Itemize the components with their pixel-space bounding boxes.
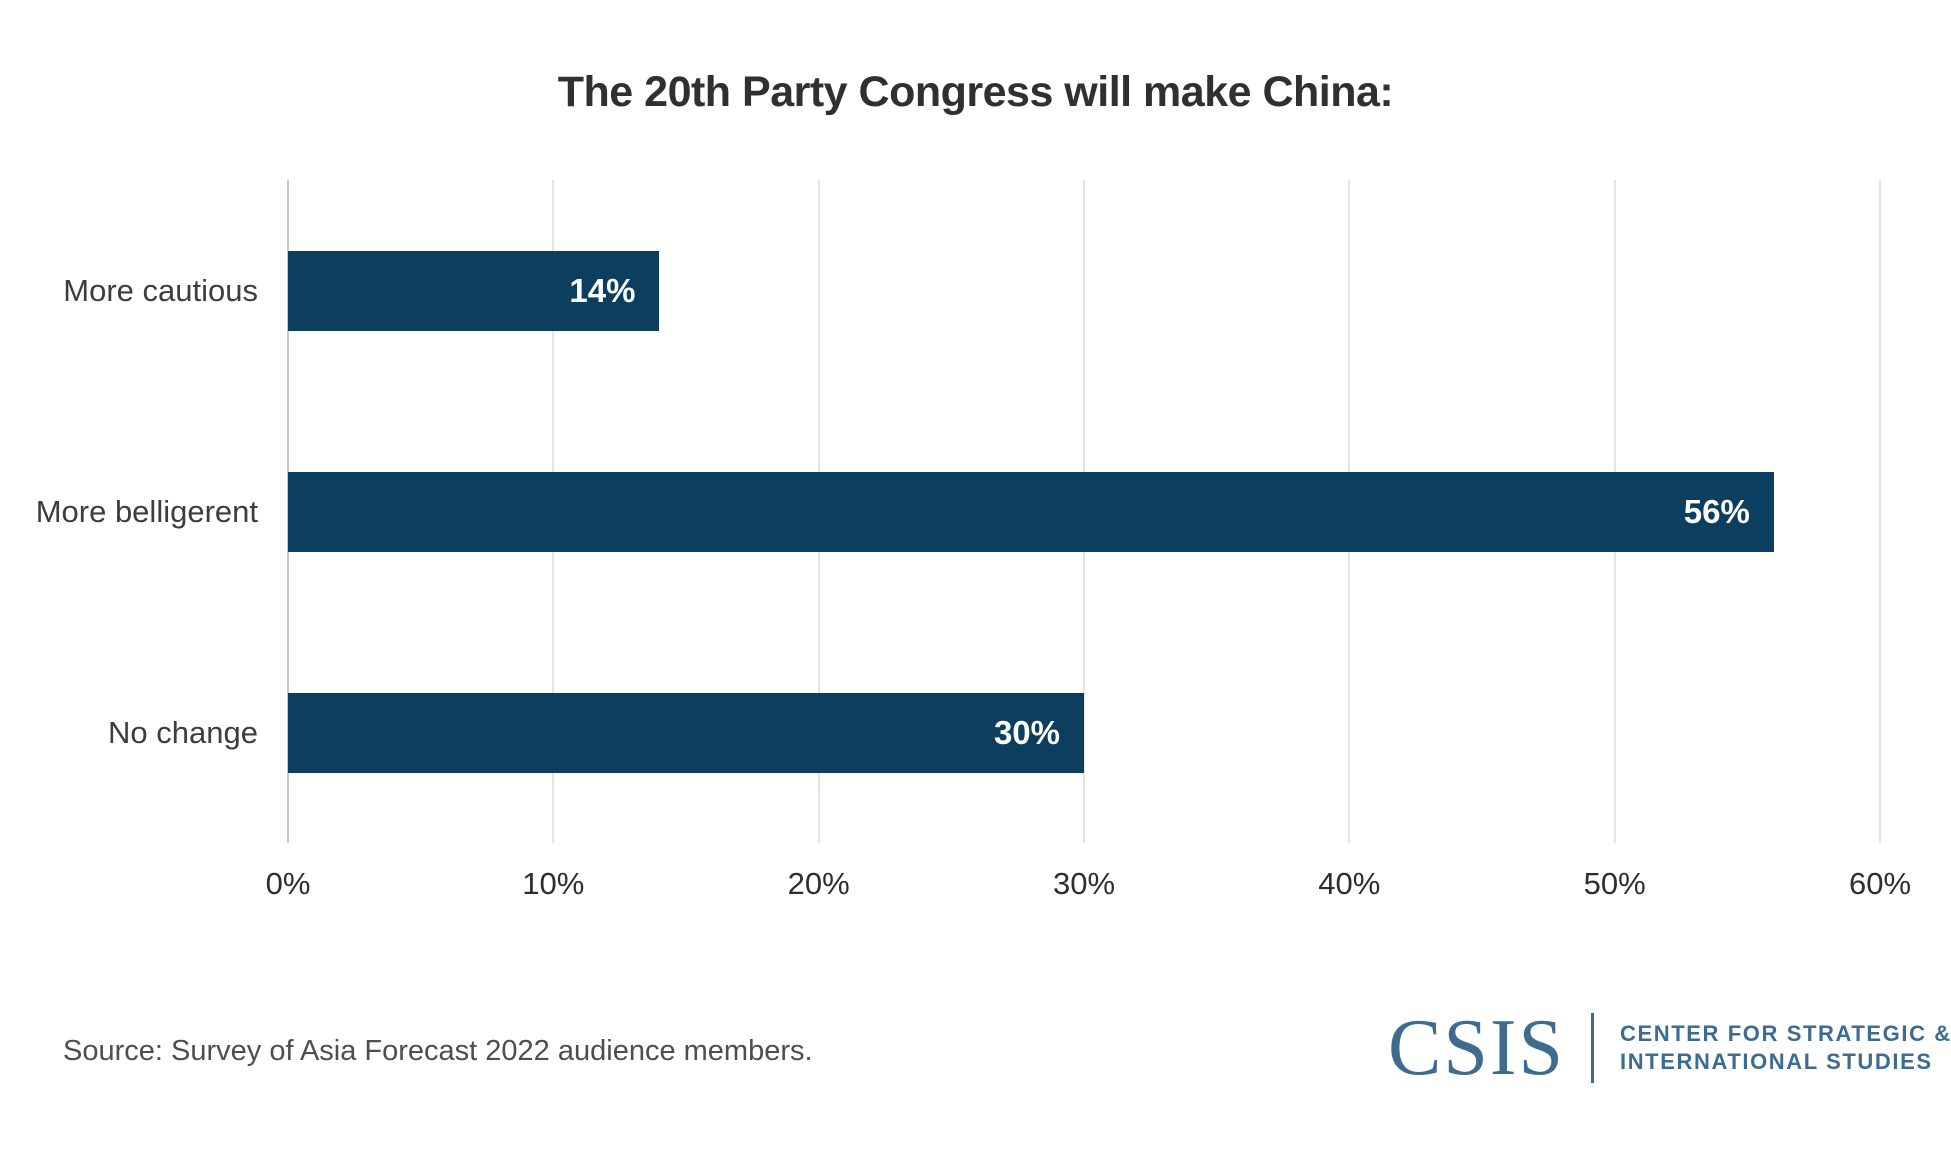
- x-tick-label: 60%: [1848, 866, 1912, 901]
- source-note: Source: Survey of Asia Forecast 2022 aud…: [63, 1035, 813, 1067]
- x-tick-label: 0%: [265, 866, 311, 901]
- bar-value-label: 56%: [1683, 493, 1750, 530]
- category-label: More belligerent: [35, 494, 258, 529]
- x-tick-label: 20%: [787, 866, 850, 901]
- category-label: More cautious: [63, 273, 258, 308]
- logo-divider-line: [1590, 1013, 1594, 1083]
- bar: 56%: [288, 472, 1774, 552]
- chart-title: The 20th Party Congress will make China:: [557, 68, 1394, 116]
- plot-area: 14% 56% 30%: [287, 180, 1881, 843]
- bar: 30%: [288, 693, 1084, 773]
- bar: 14%: [288, 251, 660, 331]
- csis-logo: CSIS CENTER FOR STRATEGIC & INTERNATIONA…: [1388, 1008, 1951, 1088]
- x-tick-label: 30%: [1052, 866, 1116, 901]
- csis-wordmark: CSIS: [1388, 1004, 1565, 1092]
- x-tick-label: 40%: [1318, 866, 1381, 901]
- csis-logo-text: CENTER FOR STRATEGIC & INTERNATIONAL STU…: [1620, 1022, 1951, 1074]
- x-tick-label: 10%: [522, 866, 585, 901]
- category-label: No change: [108, 715, 258, 750]
- csis-logo-line2: INTERNATIONAL STUDIES: [1619, 1049, 1933, 1074]
- csis-logo-line1: CENTER FOR STRATEGIC &: [1619, 1021, 1951, 1046]
- bar-value-label: 30%: [993, 714, 1060, 751]
- gridline: [1879, 180, 1881, 843]
- bar-value-label: 14%: [569, 272, 636, 309]
- x-tick-label: 50%: [1583, 866, 1646, 901]
